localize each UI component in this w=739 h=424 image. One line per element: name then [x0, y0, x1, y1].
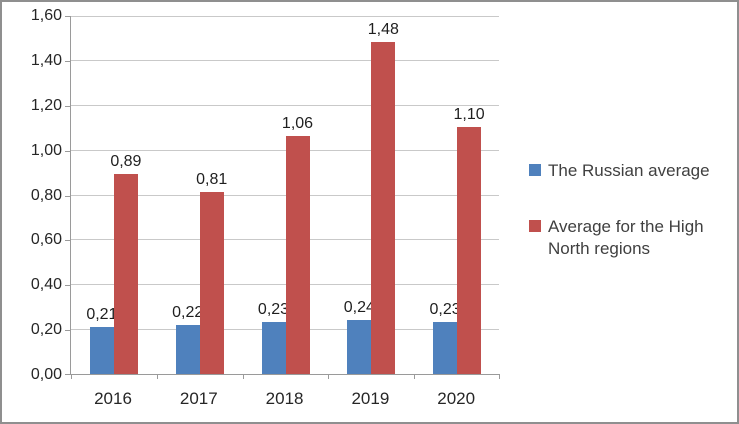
bar-russian-average-2019 [347, 320, 372, 374]
bar-value-label: 0,21 [86, 305, 118, 323]
bar-russian-average-2016 [89, 326, 114, 374]
y-axis-tick [65, 60, 71, 62]
bar-value-label: 0,23 [429, 301, 461, 319]
y-axis-tick-label: 0,80 [30, 186, 62, 204]
x-axis-tick [328, 374, 329, 379]
x-axis-category-label: 2016 [94, 389, 132, 408]
gridline [71, 149, 499, 151]
gridline [71, 239, 499, 241]
legend-label-high-north: Average for the High North regions [548, 217, 704, 258]
y-axis-tick [65, 374, 71, 375]
y-axis-tick-label: 0,20 [30, 321, 62, 339]
red-square-icon [529, 220, 541, 232]
y-axis-tick-label: 1,60 [30, 7, 62, 24]
y-axis-tick-label: 0,40 [30, 276, 62, 294]
x-axis-tick [499, 374, 500, 379]
bar-value-label: 0,89 [110, 153, 142, 171]
x-axis-tick [71, 374, 72, 379]
y-axis-tick-label: 1,20 [30, 96, 62, 114]
bars: 0,21 0,89 0,22 0,81 0,23 1,06 0,24 1,48 0,23 1,10 [71, 16, 500, 379]
y-axis-tick [65, 330, 71, 332]
bar-high-north-2020 [457, 127, 482, 374]
x-axis-category-label: 2018 [265, 389, 304, 408]
y-axis-tick [65, 16, 71, 17]
legend-item-russian-average: The Russian average [529, 160, 710, 182]
bar-value-label: 1,10 [453, 106, 485, 124]
bar-high-north-2016 [113, 174, 138, 374]
bar-high-north-2019 [371, 41, 396, 374]
y-axis-tick [65, 105, 71, 107]
legend-label-russian-average: The Russian average [548, 161, 710, 180]
y-axis-tick-label: 0,60 [30, 231, 62, 249]
bar-value-label: 1,48 [367, 20, 399, 38]
bar-value-label: 0,23 [257, 301, 290, 319]
gridline [71, 284, 499, 286]
blue-square-icon [529, 164, 541, 176]
y-axis-tick [65, 150, 71, 152]
plot-area: 0,21 0,89 0,22 0,81 0,23 1,06 0,24 1,48 0,23 1,10 [65, 16, 500, 379]
x-axis-category-label: 2020 [437, 389, 476, 408]
y-axis-tick-label: 1,40 [30, 51, 62, 69]
bar-high-north-2018 [285, 136, 310, 374]
y-axis-tick [65, 240, 71, 242]
bar-value-label: 0,81 [196, 171, 228, 189]
y-axis-tick [65, 195, 71, 197]
x-axis-tick [243, 374, 244, 379]
x-axis-tick [414, 374, 415, 379]
bar-value-label: 0,22 [172, 303, 204, 321]
bar-high-north-2017 [199, 192, 224, 374]
x-axis-category-label: 2019 [351, 389, 390, 408]
x-axis-tick [157, 374, 158, 379]
bar-russian-average-2020 [433, 322, 458, 374]
y-axis-tick [65, 285, 71, 287]
gridline [71, 16, 499, 17]
gridline [71, 104, 499, 106]
gridline [71, 59, 499, 61]
y-axis-tick-label: 0,00 [30, 366, 62, 383]
legend-item-high-north: Average for the High North regions [529, 216, 725, 260]
bar-value-label: 1,06 [281, 115, 314, 133]
y-axis-tick-label: 1,00 [30, 141, 62, 159]
bar-russian-average-2017 [175, 324, 200, 374]
x-axis-category-label: 2017 [179, 389, 218, 408]
gridline [71, 194, 499, 196]
x-axis: 2016 2017 2018 2019 2020 [70, 389, 499, 413]
bar-value-label: 0,24 [343, 299, 375, 317]
bar-russian-average-2018 [261, 322, 286, 374]
